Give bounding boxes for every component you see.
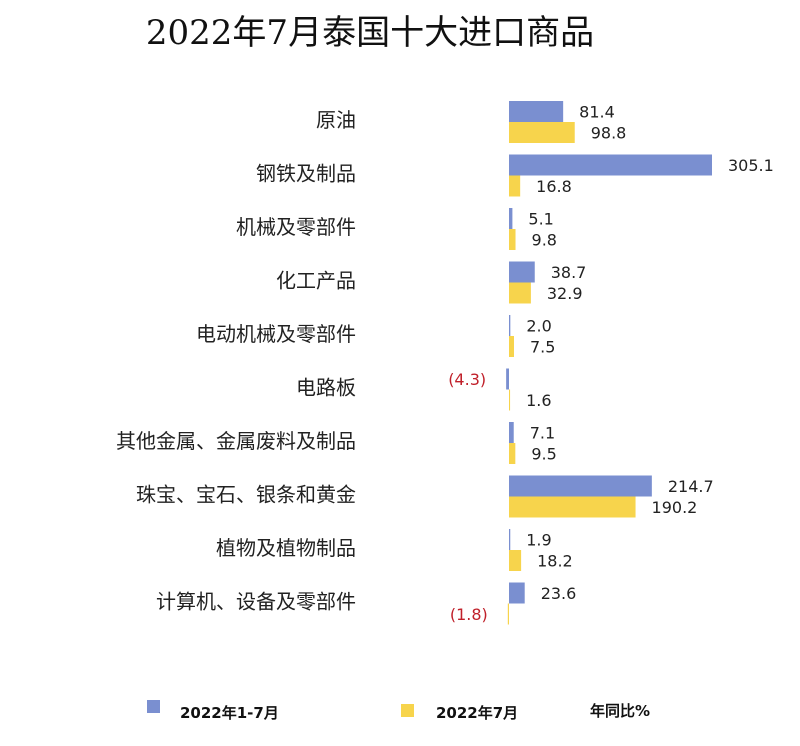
data-label: 2.0 [526,317,551,336]
category-label: 电路板 [296,376,356,400]
bar-series-1 [506,368,509,390]
category-label: 原油 [316,108,356,132]
bar-series-2 [509,282,531,304]
data-label: 18.2 [537,552,573,571]
bar-series-2 [509,175,521,197]
plot-area: 原油 81.4 98.8 钢铁及制品 305.1 16.8 机械及零部件 5.1 9.8 化工产品… [116,101,774,625]
category-label: 珠宝、宝石、银条和黄金 [136,483,356,507]
data-label: 81.4 [579,103,615,122]
category-label: 电动机械及零部件 [196,322,356,346]
bar-series-2 [509,229,516,250]
bar-series-1 [509,101,564,122]
bar-series-1 [509,422,514,443]
legend-swatch-series-1 [147,700,160,713]
data-label: 5.1 [528,210,553,229]
bar-series-2 [509,496,636,518]
legend: 2022年1-7月 2022年7月 年同比% [147,700,650,722]
bar-series-2 [509,550,522,571]
category-label: 机械及零部件 [236,215,356,239]
legend-label-series-2: 2022年7月 [436,704,518,722]
bar-series-2 [509,336,514,357]
data-label-negative: (1.8) [450,605,488,624]
bar-series-1 [509,315,511,336]
category-label: 钢铁及制品 [256,162,356,186]
data-label: 214.7 [668,477,714,496]
legend-label-series-1: 2022年1-7月 [180,704,279,722]
category-label: 化工产品 [276,269,356,293]
category-label: 计算机、设备及零部件 [156,590,356,614]
category-label: 其他金属、金属废料及制品 [116,429,356,453]
data-label: 32.9 [547,284,583,303]
bar-series-1 [509,261,535,283]
data-label: 38.7 [551,263,587,282]
data-label: 7.5 [530,338,555,357]
category-label: 植物及植物制品 [216,536,356,560]
data-label: 1.9 [526,531,551,550]
bar-series-2 [509,389,511,411]
data-label: 7.1 [530,424,555,443]
unit-label: 年同比% [590,702,650,720]
bar-series-2 [507,603,509,625]
data-label: 23.6 [541,584,577,603]
bar-series-2 [509,443,516,464]
bar-series-1 [509,208,513,229]
data-label: 9.8 [532,231,557,250]
data-label: 98.8 [591,124,627,143]
data-label: 1.6 [526,391,551,410]
data-label: 16.8 [536,177,572,196]
bar-series-2 [509,122,575,143]
bar-series-1 [509,475,652,497]
bar-series-1 [509,582,525,604]
bar-series-1 [509,529,511,550]
data-label: 190.2 [652,498,698,517]
data-label: 9.5 [531,445,556,464]
data-label: 305.1 [728,156,774,175]
legend-swatch-series-2 [401,704,414,717]
bar-series-1 [509,154,712,176]
data-label-negative: (4.3) [448,370,486,389]
chart-title: 2022年7月泰国十大进口商品 [146,13,594,53]
